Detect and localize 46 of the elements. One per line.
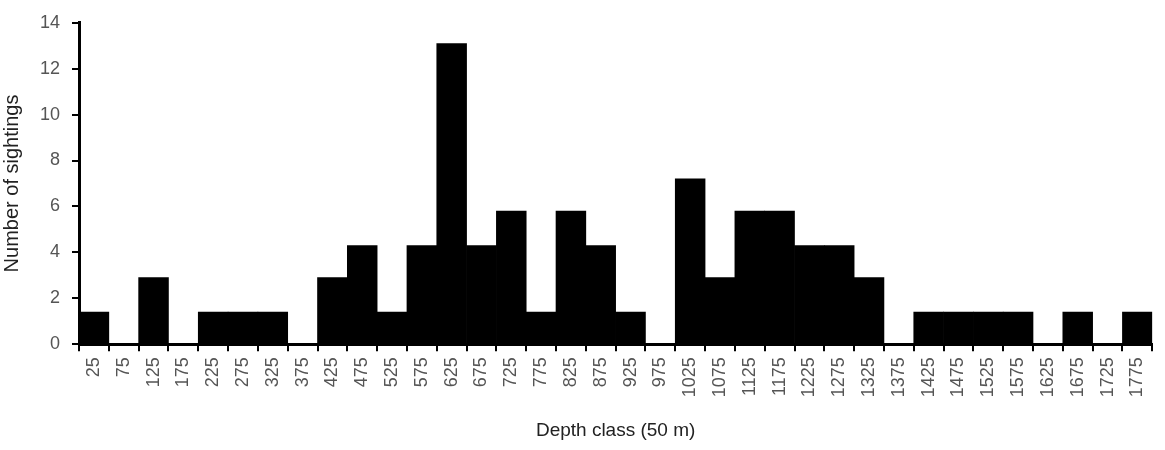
x-tick-label: 1075 [708, 357, 729, 398]
y-tick-label: 6 [50, 195, 61, 216]
x-tick-label: 525 [381, 357, 402, 388]
x-tick-label: 625 [440, 357, 461, 388]
x-tick-label: 1325 [858, 357, 879, 398]
x-tick-label: 975 [649, 357, 670, 388]
x-tick-label: 875 [589, 357, 610, 388]
x-tick-label: 1275 [828, 357, 849, 398]
x-tick-label: 925 [619, 357, 640, 388]
x-tick-label: 375 [291, 357, 312, 388]
x-tick-label: 125 [142, 357, 163, 388]
x-tick-label: 275 [231, 357, 252, 388]
x-tick-label: 1675 [1066, 357, 1087, 398]
y-tick-label: 2 [50, 287, 61, 308]
x-tick-label: 1175 [768, 357, 789, 396]
x-tick-label: 1575 [1007, 357, 1028, 398]
y-tick-label: 4 [50, 241, 61, 262]
y-axis-title: Number of sightings [0, 94, 22, 273]
y-tick-label: 12 [39, 57, 61, 78]
x-tick-label: 825 [559, 357, 580, 388]
x-tick-label: 1025 [679, 357, 700, 398]
x-tick-label: 725 [500, 357, 521, 388]
x-tick-label: 1775 [1126, 357, 1147, 398]
x-tick-label: 1125 [738, 357, 759, 396]
x-tick-label: 1425 [917, 357, 938, 398]
x-axis-title: Depth class (50 m) [535, 418, 696, 440]
x-tick-label: 1725 [1096, 357, 1117, 398]
y-tick-label: 10 [39, 103, 61, 124]
y-tick-label: 14 [39, 11, 61, 32]
x-tick-label: 75 [112, 357, 133, 378]
x-tick-label: 425 [321, 357, 342, 388]
x-tick-label: 1525 [977, 357, 998, 398]
x-tick-label: 675 [470, 357, 491, 388]
x-tick-label: 1625 [1036, 357, 1057, 398]
x-tick-label: 325 [261, 357, 282, 388]
x-tick-label: 1225 [798, 357, 819, 398]
x-tick-label: 575 [410, 357, 431, 388]
x-tick-label: 225 [202, 357, 223, 388]
x-tick-label: 1475 [947, 357, 968, 398]
y-tick-label: 8 [50, 149, 61, 170]
x-tick-label: 175 [172, 357, 193, 388]
x-tick-label: 25 [82, 357, 103, 378]
x-tick-label: 775 [530, 357, 551, 388]
x-tick-label: 475 [351, 357, 372, 388]
y-tick-label: 0 [50, 333, 61, 354]
x-tick-label: 1375 [887, 357, 908, 398]
